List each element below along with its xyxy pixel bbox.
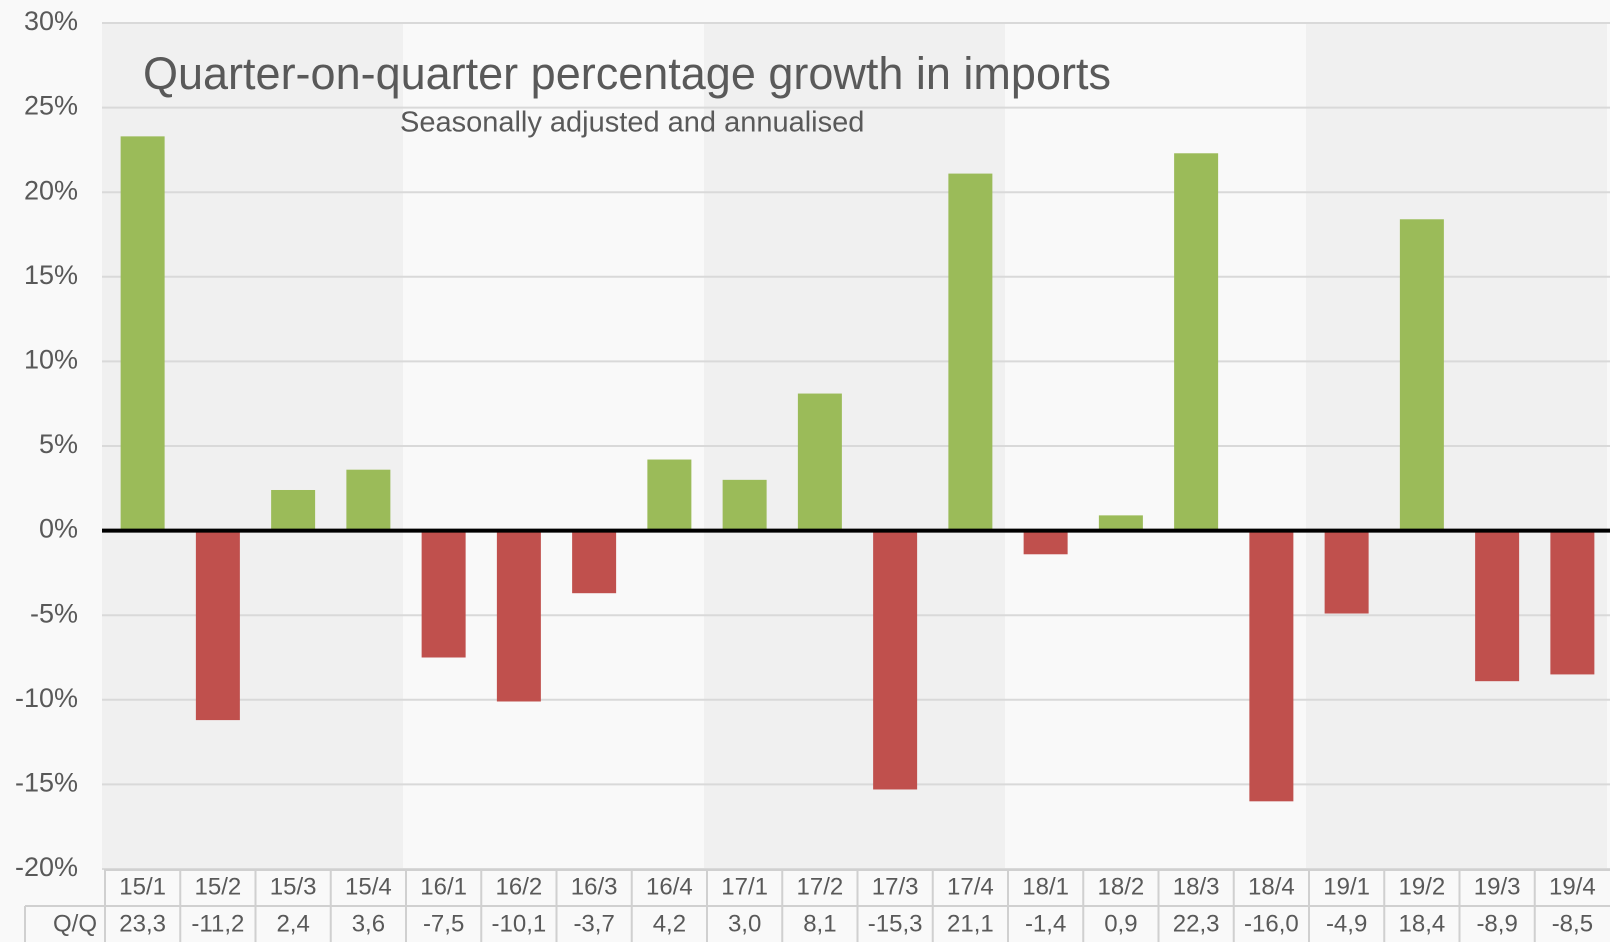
table-value: 3,0 (728, 910, 761, 937)
table-value: -16,0 (1244, 910, 1299, 937)
x-tick-label: 16/1 (420, 873, 467, 900)
y-tick-label: -10% (15, 683, 78, 713)
table-value: -8,9 (1476, 910, 1517, 937)
bar (421, 530, 466, 658)
table-value: 8,1 (803, 910, 836, 937)
table-value: 4,2 (653, 910, 686, 937)
table-value: 3,6 (352, 910, 385, 937)
bar (346, 469, 391, 531)
x-tick-label: 15/2 (195, 873, 242, 900)
y-tick-label: 5% (39, 429, 78, 459)
x-tick-label: 18/4 (1248, 873, 1295, 900)
y-tick-label: 30% (24, 6, 78, 36)
y-tick-label: -5% (30, 598, 78, 628)
table-value: -8,5 (1552, 910, 1593, 937)
table-value: -4,9 (1326, 910, 1367, 937)
bar (1550, 530, 1595, 675)
x-tick-label: 19/1 (1323, 873, 1370, 900)
bar (1098, 515, 1143, 531)
table-value: 18,4 (1399, 910, 1446, 937)
table-value: -3,7 (573, 910, 614, 937)
y-tick-label: 0% (39, 514, 78, 544)
bar (948, 173, 993, 531)
bar (1174, 153, 1219, 531)
bar (1399, 219, 1444, 531)
bar (797, 393, 842, 531)
x-tick-label: 15/1 (119, 873, 166, 900)
x-tick-label: 16/4 (646, 873, 693, 900)
table-value: -11,2 (191, 910, 244, 937)
x-tick-label: 18/3 (1173, 873, 1220, 900)
chart-subtitle: Seasonally adjusted and annualised (400, 107, 864, 139)
x-tick-label: 16/3 (571, 873, 618, 900)
bar (873, 530, 918, 790)
table-value: 23,3 (119, 910, 166, 937)
table-value: -7,5 (423, 910, 464, 937)
bars (120, 136, 1595, 802)
y-tick-label: 25% (24, 91, 78, 121)
y-tick-label: 20% (24, 175, 78, 205)
bar (572, 530, 617, 594)
bar (496, 530, 541, 702)
x-tick-label: 18/2 (1098, 873, 1145, 900)
x-tick-label: 17/2 (797, 873, 844, 900)
table-value: -15,3 (868, 910, 923, 937)
x-tick-label: 15/4 (345, 873, 392, 900)
y-tick-label: 15% (24, 260, 78, 290)
x-tick-label: 16/2 (496, 873, 543, 900)
table-value: 2,4 (276, 910, 309, 937)
bar (722, 479, 767, 531)
grid (102, 22, 1610, 870)
y-tick-label: -20% (15, 852, 78, 882)
bar (1249, 530, 1294, 802)
bar (271, 489, 316, 531)
x-tick-label: 15/3 (270, 873, 317, 900)
table-row-label: Q/Q (53, 910, 97, 937)
x-tick-label: 17/3 (872, 873, 919, 900)
chart-title: Quarter-on-quarter percentage growth in … (143, 48, 1111, 99)
table-value: -1,4 (1025, 910, 1066, 937)
bar (1023, 530, 1068, 555)
bar (120, 136, 165, 531)
table-value: 0,9 (1104, 910, 1137, 937)
x-tick-label: 17/1 (721, 873, 768, 900)
bar (1324, 530, 1369, 614)
x-tick-label: 17/4 (947, 873, 994, 900)
table-value: 21,1 (947, 910, 994, 937)
bar (1475, 530, 1520, 682)
y-tick-label: 10% (24, 345, 78, 375)
y-tick-label: -15% (15, 768, 78, 798)
x-tick-label: 19/3 (1474, 873, 1521, 900)
bar (647, 459, 692, 531)
x-tick-label: 19/4 (1549, 873, 1596, 900)
x-tick-label: 18/1 (1022, 873, 1069, 900)
table-value: 22,3 (1173, 910, 1220, 937)
bar (195, 530, 240, 721)
table-value: -10,1 (492, 910, 547, 937)
x-tick-label: 19/2 (1399, 873, 1446, 900)
